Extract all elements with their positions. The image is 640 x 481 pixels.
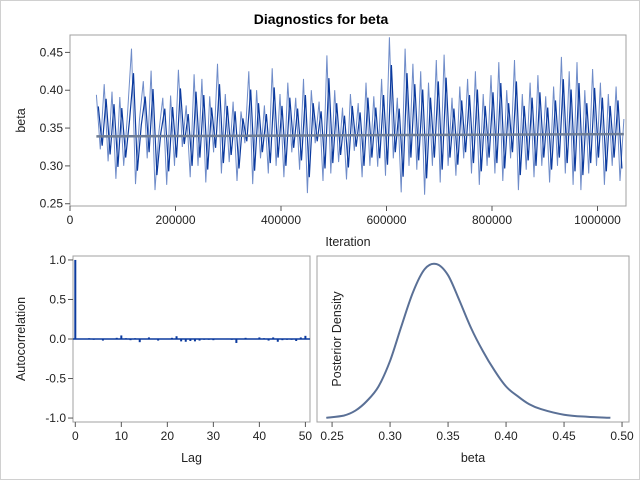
y-tick-label: -0.5 (45, 372, 66, 386)
acf-bar (157, 339, 160, 341)
mean-line (96, 132, 624, 138)
acf-bar (207, 339, 210, 340)
x-tick-label: 200000 (155, 213, 195, 227)
density-curve (326, 262, 611, 419)
y-tick-label: 0.0 (49, 332, 66, 346)
y-tick-label: 0.35 (40, 121, 64, 135)
acf-bar (138, 339, 141, 343)
acf-bar (152, 339, 155, 340)
acf-bar (235, 339, 238, 343)
y-tick-label: 0.40 (40, 83, 64, 97)
acf-bar (226, 338, 229, 340)
y-axis-label: Autocorrelation (14, 297, 28, 381)
acf-bar (101, 339, 104, 341)
y-tick-label: 0.5 (49, 292, 66, 306)
acf-bar (111, 339, 114, 340)
acf-bar (244, 337, 247, 339)
acf-bar (267, 339, 270, 341)
acf-bar (88, 338, 91, 339)
acf-bar (290, 339, 293, 340)
x-tick-label: 800000 (472, 213, 512, 227)
trace-line-light (95, 37, 625, 195)
acf-bar (230, 339, 233, 340)
acf-bar (175, 336, 178, 339)
x-tick-label: 0.30 (378, 429, 402, 443)
acf-bar (299, 337, 302, 339)
acf-bar (262, 338, 265, 339)
y-tick-label: 0.25 (40, 197, 64, 211)
x-tick-label: 0.25 (320, 429, 344, 443)
x-tick-label: 0.40 (494, 429, 518, 443)
autocorrelation-plot: 0 10 20 30 40 50 -1.0 -0.5 0.0 0.5 1.0 Lag Autocorre… (14, 253, 312, 465)
x-tick-label: 0.50 (610, 429, 634, 443)
acf-bar (193, 339, 196, 342)
figure-title: Diagnostics for beta (254, 11, 389, 27)
acf-bar (216, 339, 219, 340)
acf-bar (239, 339, 242, 340)
x-tick-label: 30 (207, 429, 221, 443)
x-tick-label: 1000000 (574, 213, 621, 227)
y-axis-label: beta (14, 108, 28, 132)
x-tick-label: 0.35 (436, 429, 460, 443)
acf-bar (203, 339, 206, 340)
acf-bar (304, 335, 307, 339)
acf-bar (124, 338, 127, 339)
x-tick-label: 10 (115, 429, 129, 443)
acf-bar (83, 339, 86, 340)
acf-bar (272, 337, 275, 339)
trace-plot: 0 200000 400000 600000 800000 1000000 0.25 0.30… (14, 34, 627, 249)
acf-bar (253, 339, 256, 340)
plot-frame (316, 255, 630, 423)
x-tick-label: 40 (253, 429, 267, 443)
density-plot: 0.25 0.30 0.35 0.40 0.45 0.50 beta Posterior De… (316, 255, 634, 465)
x-tick-label: 50 (299, 429, 313, 443)
acf-bar (249, 339, 252, 340)
acf-bar (276, 339, 279, 342)
acf-bar (97, 339, 100, 340)
acf-bar (184, 339, 187, 342)
acf-bar (295, 339, 298, 341)
x-tick-label: 400000 (261, 213, 301, 227)
acf-bar (189, 339, 192, 341)
y-tick-label: 1.0 (49, 253, 66, 267)
x-axis-label: Lag (181, 451, 202, 465)
acf-bar (147, 337, 150, 339)
acf-bar (129, 339, 132, 341)
y-tick-label: 0.30 (40, 159, 64, 173)
acf-bar (258, 337, 261, 339)
y-axis-label: Posterior Density (330, 291, 344, 387)
acf-bar (134, 338, 137, 339)
acf-bar (212, 339, 215, 341)
acf-bar (170, 337, 173, 339)
acf-bar (78, 339, 81, 340)
acf-bar (143, 339, 146, 340)
y-tick-label: 0.45 (40, 45, 64, 59)
acf-bar (198, 339, 201, 341)
acf-bar (221, 339, 224, 340)
plot-frame (69, 34, 627, 207)
acf-bar (120, 335, 123, 339)
acf-bar (161, 339, 164, 340)
acf-bar (285, 339, 288, 340)
acf-bar (106, 339, 109, 340)
x-axis-label: Iteration (325, 235, 370, 249)
acf-bar (166, 339, 169, 340)
acf-bar (180, 339, 183, 342)
y-tick-label: -1.0 (45, 411, 66, 425)
x-axis-label: beta (461, 451, 485, 465)
acf-bar (74, 259, 77, 339)
acf-bar (115, 337, 118, 339)
acf-bar (281, 339, 284, 341)
x-tick-label: 0.45 (552, 429, 576, 443)
x-tick-label: 0 (67, 213, 74, 227)
trace-line (97, 64, 623, 179)
acf-bar (92, 339, 95, 340)
x-tick-label: 20 (161, 429, 175, 443)
x-tick-label: 600000 (366, 213, 406, 227)
x-tick-label: 0 (72, 429, 79, 443)
